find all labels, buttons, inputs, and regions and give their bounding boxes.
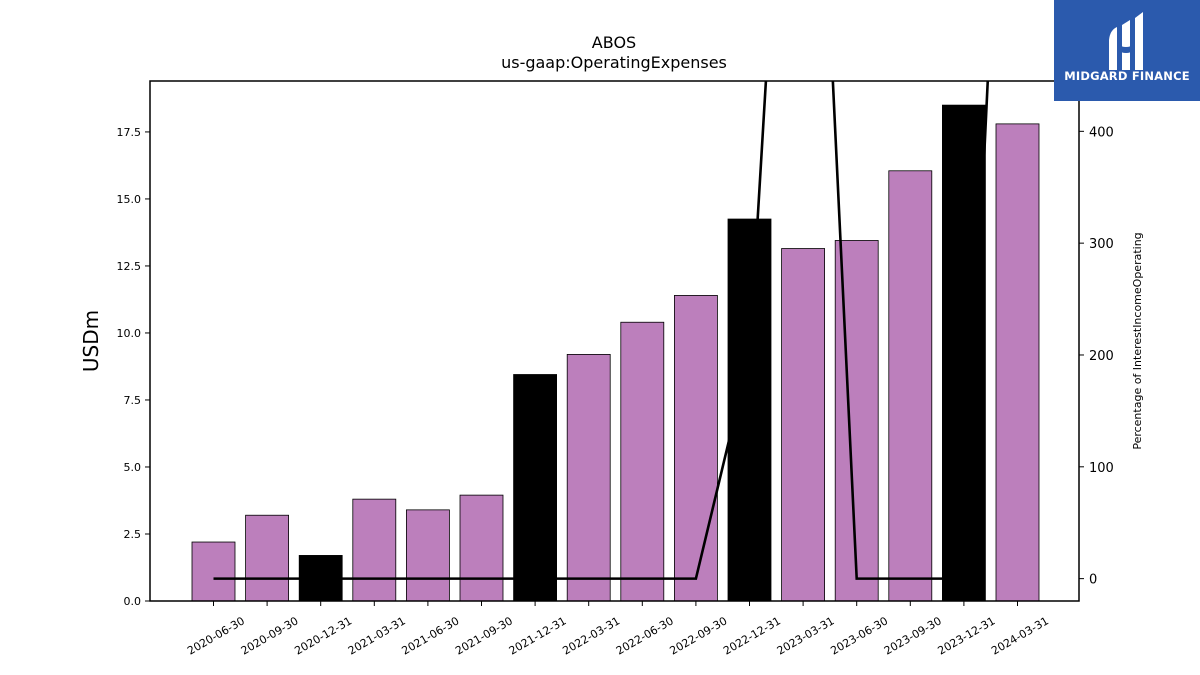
y-axis-label: USDm	[79, 310, 103, 372]
bar-2021-12-31	[513, 374, 557, 602]
brand-logo: MIDGARD FINANCE	[1054, 0, 1200, 101]
x-tick-label: 2021-09-30	[453, 614, 515, 657]
chart-subtitle: us-gaap:OperatingExpenses	[501, 53, 727, 72]
bar-2024-03-31	[995, 123, 1040, 602]
y-tick-label: 15.0	[117, 193, 142, 206]
x-tick-label: 2024-03-31	[989, 614, 1051, 657]
x-tick-label: 2022-03-31	[560, 614, 622, 657]
x-tick-label: 2022-09-30	[668, 614, 730, 657]
x-tick-label: 2020-12-31	[292, 614, 354, 657]
y2-tick-label: 200	[1089, 349, 1114, 364]
y2-axis-label: Percentage of InterestIncomeOperating	[1131, 232, 1144, 449]
bar-2022-06-30	[620, 321, 665, 602]
x-tick-label: 2020-06-30	[185, 614, 247, 657]
bar-2021-06-30	[405, 509, 450, 602]
line-series	[213, 81, 990, 580]
bar-2022-03-31	[566, 354, 611, 602]
x-tick-label: 2023-09-30	[882, 614, 944, 657]
bar-2020-09-30	[245, 514, 290, 602]
y-tick-label: 12.5	[117, 260, 142, 273]
x-axis: 2020-06-302020-09-302020-12-312021-03-31…	[185, 601, 1051, 658]
bar-2021-03-31	[352, 498, 397, 602]
bar-2023-06-30	[834, 240, 879, 602]
bar-series	[191, 104, 1040, 602]
y-axis-right: 0 100 200 300 400	[1079, 125, 1114, 588]
brand-name: MIDGARD FINANCE	[1064, 69, 1190, 83]
line-path	[213, 81, 990, 580]
y-axis-left: 0.0 2.5 5.0 7.5 10.0 12.5 15.0 17.5	[117, 126, 150, 608]
y-tick-label: 2.5	[124, 528, 142, 541]
bar-2023-03-31	[781, 248, 825, 602]
y-tick-label: 5.0	[124, 461, 142, 474]
y-tick-label: 17.5	[117, 126, 142, 139]
x-tick-label: 2020-09-30	[239, 614, 301, 657]
bar-2023-12-31	[942, 104, 986, 602]
x-tick-label: 2021-12-31	[507, 614, 569, 657]
x-tick-label: 2022-06-30	[614, 614, 676, 657]
bar-2020-06-30	[191, 541, 236, 602]
x-tick-label: 2023-12-31	[936, 614, 998, 657]
bar-2022-12-31	[727, 218, 772, 602]
logo-mark-icon	[1109, 12, 1143, 70]
plot-frame	[149, 80, 1080, 602]
y2-tick-label: 400	[1089, 125, 1114, 140]
bar-2023-09-30	[888, 170, 933, 602]
bar-2021-09-30	[459, 494, 504, 602]
y2-tick-label: 0	[1089, 573, 1097, 588]
y-tick-label: 0.0	[124, 595, 142, 608]
x-tick-label: 2023-03-31	[775, 614, 837, 657]
x-tick-label: 2023-06-30	[828, 614, 890, 657]
x-tick-label: 2021-03-31	[346, 614, 408, 657]
x-tick-label: 2022-12-31	[721, 614, 783, 657]
x-tick-label: 2021-06-30	[400, 614, 462, 657]
y2-tick-label: 100	[1089, 461, 1114, 476]
chart-title: ABOS	[592, 33, 636, 52]
bar-2022-09-30	[674, 295, 718, 602]
y-tick-label: 10.0	[117, 327, 142, 340]
y2-tick-label: 300	[1089, 237, 1114, 252]
y-tick-label: 7.5	[124, 394, 142, 407]
